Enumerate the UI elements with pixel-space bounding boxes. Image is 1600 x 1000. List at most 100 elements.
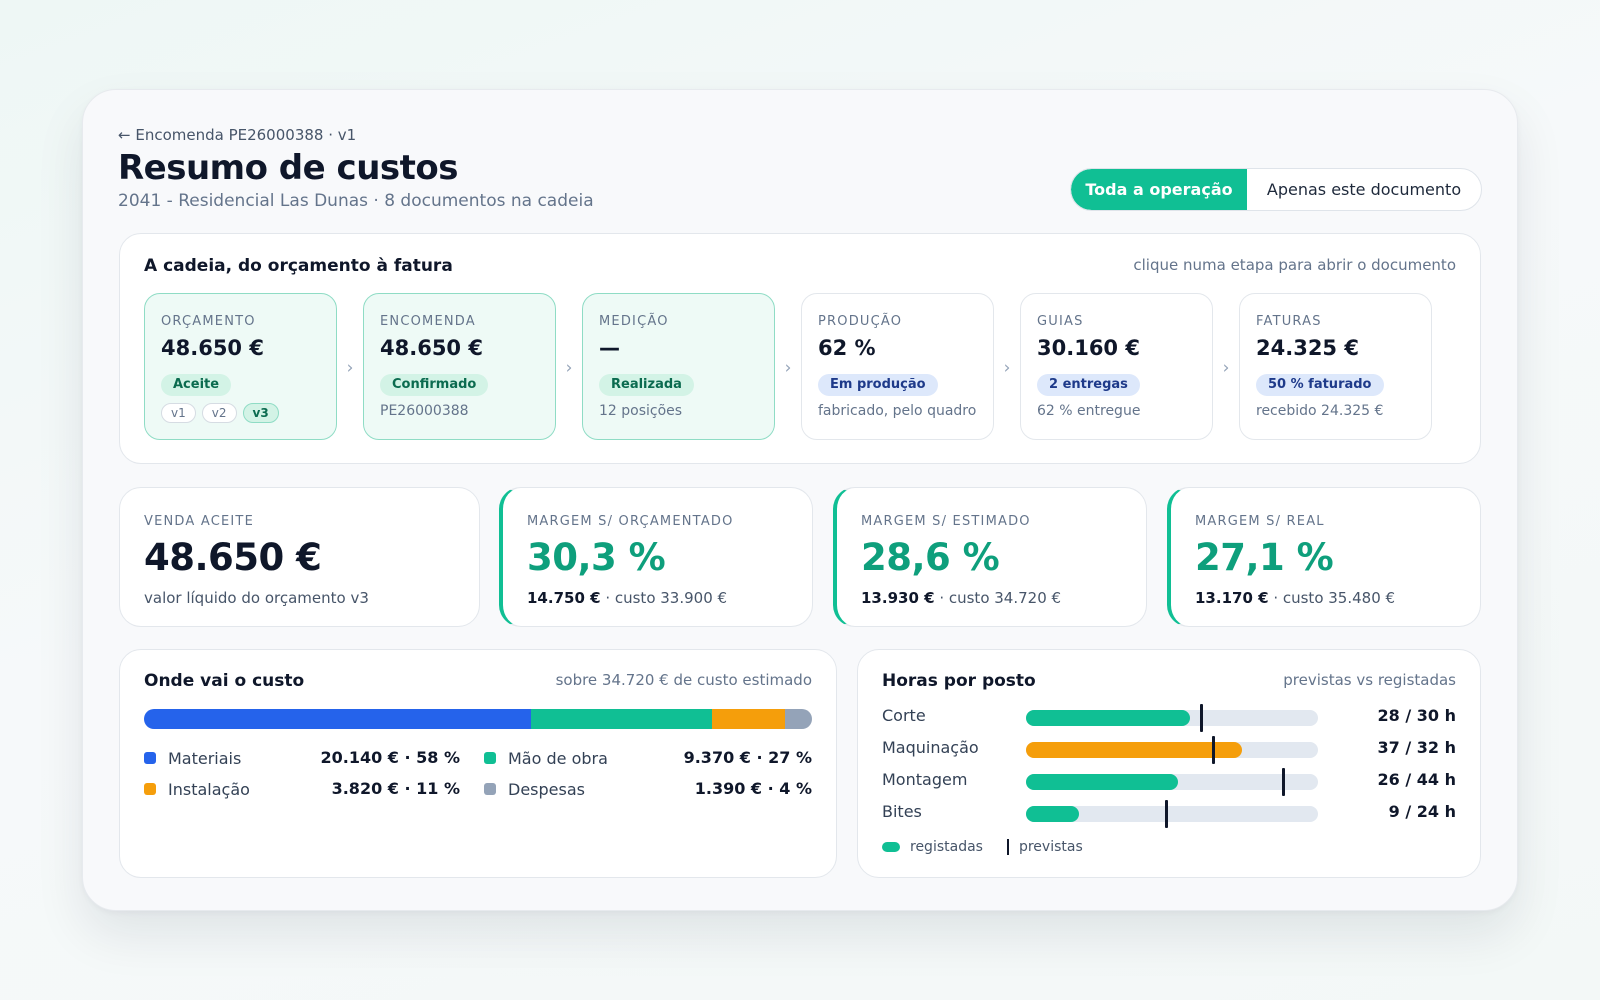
hours-bar-bites (1026, 800, 1318, 828)
hours-bar-maquinacao (1026, 736, 1318, 764)
back-link[interactable]: ← Encomenda PE26000388 · v1 (118, 126, 357, 144)
legend-value: 20.140 € · 58 % (320, 748, 460, 767)
legend-item-materiais: Materiais 20.140 € · 58 % (144, 748, 460, 768)
hours-legend: registadas previstas (882, 839, 1083, 855)
stage-label: GUIAS (1037, 314, 1084, 329)
kpi-sale-accepted: VENDA ACEITE 48.650 € valor líquido do o… (119, 487, 480, 627)
cost-segment-materiais (144, 709, 532, 729)
station-name: Bites (882, 802, 922, 821)
station-hours-value: 26 / 44 h (1377, 770, 1456, 789)
kpi-sub-cost: · custo 33.900 € (605, 589, 728, 607)
status-badge: Confirmado (380, 374, 489, 396)
kpi-margin-real: MARGEM S/ REAL 27,1 % 13.170 € · custo 3… (1167, 487, 1481, 627)
status-badge: 50 % faturado (1256, 374, 1384, 396)
hours-planned-marker (1281, 768, 1285, 796)
legend-swatch (484, 752, 496, 764)
legend-value: 9.370 € · 27 % (683, 748, 812, 767)
stage-label: ENCOMENDA (380, 314, 476, 329)
hours-title: Horas por posto (882, 671, 1036, 691)
stage-note: fabricado, pelo quadro (818, 403, 977, 419)
stage-producao[interactable]: PRODUÇÃO 62 % Em produção fabricado, pel… (801, 293, 994, 440)
kpi-margin-estimated: MARGEM S/ ESTIMADO 28,6 % 13.930 € · cus… (833, 487, 1147, 627)
hours-planned-marker (1211, 736, 1215, 764)
page-title: Resumo de custos (118, 148, 459, 188)
hours-registered-fill (1026, 806, 1079, 822)
stage-label: FATURAS (1256, 314, 1322, 329)
cost-segment-mao-de-obra (531, 709, 712, 729)
page-subtitle: 2041 - Residencial Las Dunas · 8 documen… (118, 191, 594, 211)
station-hours-value: 9 / 24 h (1388, 802, 1456, 821)
stage-note: recebido 24.325 € (1256, 403, 1384, 419)
hours-by-station-card: Horas por posto previstas vs registadas … (857, 649, 1481, 878)
registered-swatch (882, 842, 900, 852)
kpi-sub: valor líquido do orçamento v3 (144, 589, 369, 607)
hours-registered-fill (1026, 742, 1243, 758)
kpi-value: 48.650 € (144, 536, 322, 579)
hours-planned-marker (1165, 800, 1169, 828)
chevron-right-icon: › (346, 358, 354, 378)
stage-note: PE26000388 (380, 403, 469, 419)
kpi-label: VENDA ACEITE (144, 514, 254, 529)
kpi-sub: 13.930 € · custo 34.720 € (861, 589, 1061, 607)
stage-label: MEDIÇÃO (599, 314, 669, 329)
stage-medicao[interactable]: MEDIÇÃO — Realizada 12 posições (582, 293, 775, 440)
cost-segment-instalacao (711, 709, 786, 729)
cost-breakdown-title: Onde vai o custo (144, 671, 305, 691)
kpi-sub: 13.170 € · custo 35.480 € (1195, 589, 1395, 607)
legend-item-instalacao: Instalação 3.820 € · 11 % (144, 779, 460, 799)
cost-breakdown-card: Onde vai o custo sobre 34.720 € de custo… (119, 649, 837, 878)
stage-value: 48.650 € (380, 336, 483, 360)
chain-title: A cadeia, do orçamento à fatura (144, 256, 453, 276)
kpi-sub-amount: 14.750 € (527, 589, 601, 607)
chevron-right-icon: › (565, 358, 573, 378)
stage-faturas[interactable]: FATURAS 24.325 € 50 % faturado recebido … (1239, 293, 1432, 440)
version-pill-v2[interactable]: v2 (201, 403, 237, 423)
chevron-right-icon: › (1222, 358, 1230, 378)
chain-hint: clique numa etapa para abrir o documento (1133, 256, 1456, 274)
kpi-margin-budgeted: MARGEM S/ ORÇAMENTADO 30,3 % 14.750 € · … (499, 487, 813, 627)
status-badge: Aceite (161, 374, 232, 396)
version-pill-v3[interactable]: v3 (242, 403, 279, 423)
legend-value: 1.390 € · 4 % (694, 779, 812, 798)
cost-segment-despesas (785, 709, 812, 729)
scope-option-all[interactable]: Toda a operação (1071, 169, 1247, 210)
version-pill-v1[interactable]: v1 (161, 403, 196, 423)
kpi-value: 30,3 % (527, 536, 666, 579)
stage-encomenda[interactable]: ENCOMENDA 48.650 € Confirmado PE26000388 (363, 293, 556, 440)
status-badge: 2 entregas (1037, 374, 1140, 396)
cost-breakdown-hint: sobre 34.720 € de custo estimado (555, 671, 812, 689)
kpi-sub-cost: · custo 34.720 € (939, 589, 1062, 607)
hours-planned-marker (1200, 704, 1204, 732)
stage-orcamento[interactable]: ORÇAMENTO 48.650 € Aceite v1 v2 v3 (144, 293, 337, 440)
legend-planned-label: previstas (1018, 839, 1083, 855)
stage-note: 62 % entregue (1037, 403, 1141, 419)
legend-value: 3.820 € · 11 % (331, 779, 460, 798)
kpi-label: MARGEM S/ ORÇAMENTADO (527, 514, 734, 529)
stage-value: 62 % (818, 336, 876, 360)
stage-note: 12 posições (599, 403, 683, 419)
hours-bar-montagem (1026, 768, 1318, 796)
kpi-label: MARGEM S/ ESTIMADO (861, 514, 1031, 529)
legend-name: Mão de obra (508, 748, 608, 768)
scope-option-document[interactable]: Apenas este documento (1266, 180, 1462, 199)
stage-value: 30.160 € (1037, 336, 1140, 360)
stage-guias[interactable]: GUIAS 30.160 € 2 entregas 62 % entregue (1020, 293, 1213, 440)
station-name: Maquinação (882, 738, 979, 757)
hours-bar-corte (1026, 704, 1318, 732)
legend-item-mao-de-obra: Mão de obra 9.370 € · 27 % (484, 748, 812, 768)
legend-name: Materiais (168, 748, 242, 768)
legend-registered-label: registadas (910, 839, 983, 855)
station-hours-value: 28 / 30 h (1377, 706, 1456, 725)
stage-value: 48.650 € (161, 336, 264, 360)
hours-hint: previstas vs registadas (1283, 671, 1456, 689)
status-badge: Em produção (818, 374, 938, 396)
hours-registered-fill (1026, 774, 1178, 790)
kpi-sub-cost: · custo 35.480 € (1273, 589, 1396, 607)
station-name: Corte (882, 706, 926, 725)
kpi-sub-amount: 13.930 € (861, 589, 935, 607)
chevron-right-icon: › (1003, 358, 1011, 378)
chevron-right-icon: › (784, 358, 792, 378)
status-badge: Realizada (599, 374, 694, 396)
stage-label: PRODUÇÃO (818, 314, 903, 329)
kpi-sub-amount: 13.170 € (1195, 589, 1269, 607)
